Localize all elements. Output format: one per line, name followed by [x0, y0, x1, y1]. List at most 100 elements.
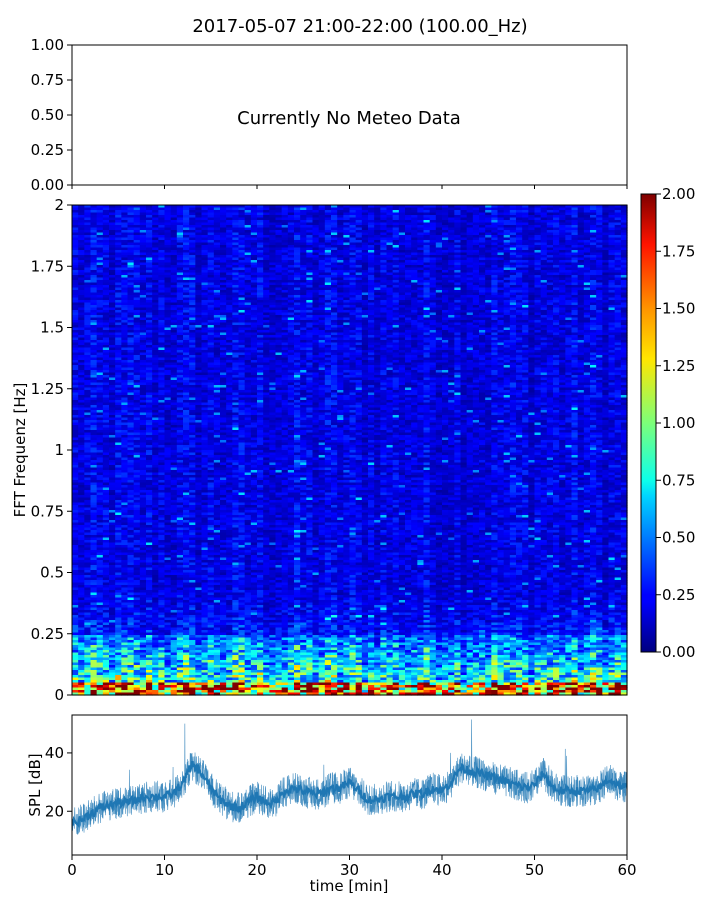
- spectrogram-cell: [466, 222, 474, 226]
- spectrogram-cell: [275, 242, 283, 246]
- spectrogram-cell: [257, 287, 264, 291]
- spectrogram-cell: [269, 277, 277, 281]
- spectrogram-cell: [528, 257, 536, 261]
- spectrogram-cell: [368, 270, 375, 274]
- spectrogram-cell: [183, 277, 190, 281]
- spectrogram-cell: [442, 240, 449, 244]
- spectrogram-cell: [559, 217, 566, 221]
- spectrogram-cell: [257, 207, 264, 211]
- spectrogram-cell: [318, 252, 326, 256]
- spectrogram-cell: [411, 257, 418, 261]
- spectrogram-cell: [583, 297, 591, 301]
- spectrogram-cell: [189, 255, 196, 259]
- spectrogram-cell: [96, 282, 104, 286]
- spectrogram-cell: [238, 262, 246, 266]
- spectrogram-cell: [343, 265, 351, 269]
- spectrogram-cell: [318, 297, 326, 301]
- spectrogram-cell: [109, 282, 116, 286]
- spectrogram-cell: [553, 220, 560, 224]
- spectrogram-cell: [559, 257, 566, 261]
- spectrogram-cell: [559, 225, 566, 229]
- spectrogram-cell: [429, 302, 437, 306]
- spectrogram-cell: [553, 242, 560, 246]
- spectrogram-cell: [620, 237, 628, 241]
- spectrogram-cell: [133, 300, 141, 304]
- spectrogram-cell: [559, 245, 566, 249]
- spectrogram-cell: [207, 277, 215, 281]
- spectrogram-cell: [183, 240, 190, 244]
- spectrogram-cell: [590, 252, 597, 256]
- spectrogram-cell: [485, 227, 492, 231]
- spectrogram-cell: [189, 212, 196, 216]
- spectrogram-cell: [620, 270, 628, 274]
- spectrogram-cell: [331, 247, 338, 251]
- spectrogram-cell: [392, 297, 400, 301]
- spectrogram-cell: [139, 245, 147, 249]
- spectrogram-cell: [614, 272, 622, 276]
- spectrogram-cell: [448, 307, 455, 311]
- spectrogram-cell: [164, 277, 172, 281]
- spectrogram-cell: [115, 210, 122, 214]
- spectrogram-cell: [454, 205, 462, 209]
- spectrogram-cell: [306, 232, 314, 236]
- spectrogram-cell: [84, 310, 92, 314]
- spectrogram-cell: [244, 277, 252, 281]
- spectrogram-cell: [287, 212, 295, 216]
- spectrogram-cell: [207, 242, 215, 246]
- spectrogram-cell: [312, 225, 320, 229]
- spectrogram-cell: [257, 270, 264, 274]
- spectrogram-cell: [318, 300, 326, 304]
- spectrogram-cell: [608, 222, 616, 226]
- spectrogram-cell: [152, 250, 159, 254]
- spectrogram-cell: [275, 252, 283, 256]
- spectrogram-cell: [608, 260, 616, 264]
- spectrogram-cell: [479, 305, 486, 309]
- spectrogram-cell: [405, 252, 412, 256]
- spectrogram-cell: [207, 270, 215, 274]
- spectrogram-cell: [226, 307, 233, 311]
- spectrogram-cell: [337, 305, 344, 309]
- spectrogram-cell: [115, 315, 122, 319]
- spectrogram-cell: [349, 230, 357, 234]
- spectrogram-cell: [392, 312, 400, 316]
- spectrogram-cell: [133, 262, 141, 266]
- spectrogram-cell: [269, 292, 277, 296]
- spectrogram-cell: [497, 232, 505, 236]
- spectrogram-cell: [368, 225, 375, 229]
- spectrogram-cell: [207, 310, 215, 314]
- spectrogram-cell: [540, 277, 548, 281]
- spectrogram-cell: [324, 312, 332, 316]
- spectrogram-cell: [596, 312, 603, 316]
- spectrogram-cell: [220, 205, 227, 209]
- spectrogram-cell: [158, 307, 166, 311]
- spectrogram-cell: [244, 237, 252, 241]
- spectrogram-cell: [522, 270, 529, 274]
- spectrogram-cell: [127, 252, 135, 256]
- spectrogram-cell: [213, 292, 221, 296]
- spectrogram-cell: [577, 267, 585, 271]
- spectrogram-cell: [257, 205, 264, 209]
- spectrogram-cell: [281, 277, 289, 281]
- spectrogram-cell: [324, 302, 332, 306]
- spectrogram-cell: [294, 247, 301, 251]
- spectrogram-cell: [300, 220, 307, 224]
- spectrogram-cell: [516, 217, 523, 221]
- spectrogram-cell: [287, 237, 295, 241]
- spectrogram-cell: [170, 232, 178, 236]
- spectrogram-cell: [269, 242, 277, 246]
- spectrogram-cell: [331, 242, 338, 246]
- spectrogram-cell: [281, 220, 289, 224]
- spectrogram-cell: [596, 250, 603, 254]
- spectrogram-cell: [269, 282, 277, 286]
- spectrogram-cell: [189, 267, 196, 271]
- spectrogram-cell: [170, 305, 178, 309]
- spectrogram-cell: [602, 240, 610, 244]
- spectrogram-cell: [516, 277, 523, 281]
- spectrogram-cell: [398, 212, 406, 216]
- spectrogram-cell: [238, 297, 246, 301]
- spectrogram-cell: [183, 225, 190, 229]
- spectrogram-cell: [183, 237, 190, 241]
- spectrogram-cell: [361, 237, 369, 241]
- spectrogram-cell: [257, 300, 264, 304]
- spectrogram-cell: [109, 242, 116, 246]
